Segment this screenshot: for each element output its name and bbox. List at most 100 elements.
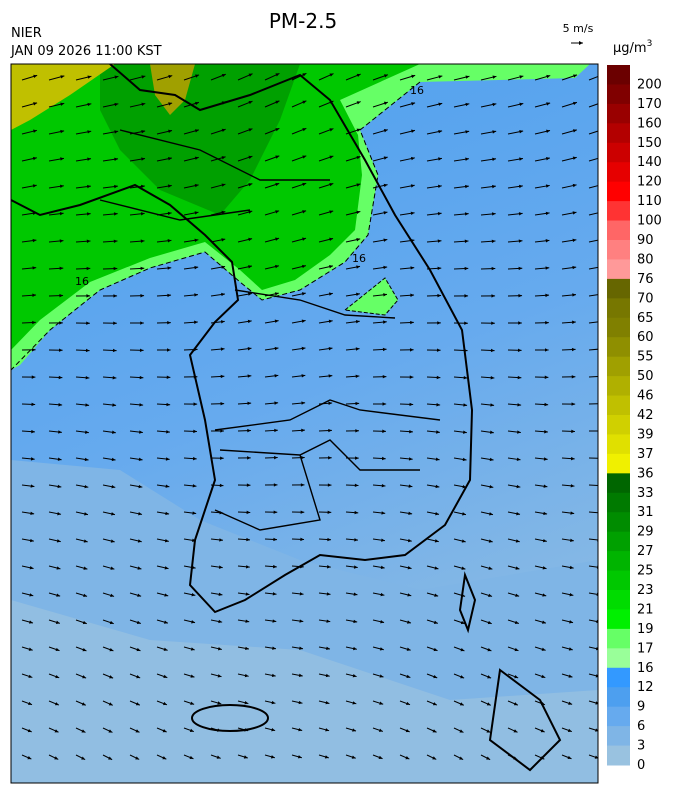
wind-arrow-head (60, 102, 65, 106)
wind-arrow-head (110, 539, 115, 543)
wind-arrow-head (218, 565, 223, 569)
colorbar-segment (607, 142, 630, 163)
wind-arrow-head (28, 674, 33, 678)
wind-arrow-head (325, 700, 330, 705)
wind-arrow-head (195, 74, 200, 78)
wind-arrow-head (297, 755, 302, 759)
wind-arrow-head (465, 157, 470, 161)
wind-arrow-head (353, 565, 358, 569)
wind-arrow-head (165, 511, 170, 516)
wind-arrow-head (435, 511, 440, 516)
wind-arrow-head (410, 156, 415, 161)
wind-arrow-head (113, 266, 118, 271)
wind-arrow-head (162, 729, 167, 733)
wind-arrow (588, 484, 598, 486)
wind-arrow-head (108, 729, 113, 733)
wind-arrow-head (355, 374, 360, 378)
wind-arrow-head (221, 238, 226, 242)
wind-arrow-head (325, 673, 330, 678)
colorbar-tick-label: 100 (637, 214, 662, 229)
wind-arrow-head (569, 565, 574, 570)
colorbar-segment (607, 512, 630, 533)
wind-arrow-head (168, 74, 173, 79)
wind-arrow-head (59, 293, 64, 298)
wind-arrow-head (598, 429, 602, 432)
wind-arrow-head (192, 538, 196, 542)
colorbar-segment (607, 181, 630, 202)
wind-arrow-head (302, 155, 307, 159)
wind-arrow-head (355, 429, 359, 433)
wind-arrow-head (568, 647, 573, 651)
wind-arrow-head (217, 701, 222, 705)
wind-arrow (588, 646, 598, 650)
wind-arrow-head (109, 620, 114, 625)
wind-arrow-head (302, 100, 307, 104)
colorbar-tick-label: 33 (637, 486, 654, 501)
wind-arrow-head (247, 456, 251, 460)
wind-arrow-head (541, 647, 546, 651)
colorbar-segment (607, 687, 630, 708)
wind-arrow-head (190, 647, 195, 651)
wind-arrow-head (274, 292, 279, 296)
wind-arrow-head (540, 756, 545, 760)
wind-arrow-head (137, 539, 142, 543)
colorbar-segment (607, 84, 630, 105)
wind-arrow-head (112, 430, 116, 434)
wind-arrow-head (406, 701, 411, 706)
wind-arrow-head (462, 484, 467, 489)
wind-arrow-head (410, 320, 414, 325)
wind-arrow-head (380, 565, 385, 570)
wind-arrow-head (570, 511, 575, 515)
wind-arrow-head (162, 756, 167, 760)
wind-arrow-head (329, 210, 334, 214)
colorbar-segment (607, 162, 630, 183)
wind-arrow-head (300, 537, 305, 542)
wind-arrow-head (193, 402, 198, 406)
wind-arrow-head (490, 348, 495, 353)
unit: µg/m3 (613, 39, 652, 56)
wind-arrow-head (572, 238, 577, 242)
title: PM-2.5 (269, 9, 337, 33)
contour-16 (11, 81, 421, 371)
wind-arrow-head (275, 128, 280, 132)
wind-arrow-head (244, 701, 249, 705)
wind-arrow-head (83, 566, 88, 570)
wind-arrow-head (545, 293, 550, 298)
wind-arrow-head (407, 538, 412, 543)
wind-arrow-head (540, 729, 545, 733)
wind-arrow-head (327, 537, 332, 542)
wind-arrow-head (545, 184, 550, 188)
wind-arrow-head (248, 128, 253, 132)
wind-arrow-head (492, 157, 497, 161)
wind-arrow-head (86, 266, 91, 271)
wind-arrow-head (55, 620, 60, 624)
wind-arrow-head (436, 403, 441, 407)
wind-arrow-head (570, 484, 575, 488)
colorbar-tick-label: 16 (637, 661, 654, 676)
wind-arrow-head (54, 729, 59, 733)
wind-arrow-head (275, 155, 280, 159)
wind-arrow-head (220, 401, 225, 406)
wind-arrow-head (464, 321, 468, 325)
wind-arrow-head (244, 673, 249, 678)
wind-arrow-head (275, 100, 280, 104)
wind-arrow-head (163, 674, 168, 679)
wind-arrow-head (57, 484, 62, 489)
wind-arrow-head (192, 511, 197, 515)
wind-arrow-head (572, 320, 576, 324)
wind-arrow-head (460, 648, 465, 652)
wind-arrow-head (272, 592, 277, 596)
wind-arrow-head (301, 428, 305, 433)
wind-arrow-head (28, 647, 33, 651)
wind-arrow-head (352, 728, 357, 732)
wind-arrow-head (600, 156, 604, 159)
wind-arrow-head (437, 239, 442, 243)
wind-arrow-head (221, 128, 226, 132)
wind-arrow-head (487, 620, 492, 625)
colorbar-segment (607, 492, 630, 513)
wind-arrow-head (111, 457, 116, 462)
wind-arrow-head (139, 375, 144, 380)
wind-arrow-head (542, 566, 547, 570)
wind-arrow-head (380, 620, 385, 624)
wind-arrow-head (325, 728, 330, 732)
